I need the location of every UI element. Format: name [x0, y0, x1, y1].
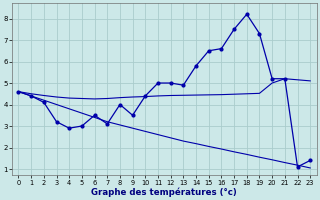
X-axis label: Graphe des températures (°c): Graphe des températures (°c)	[92, 187, 237, 197]
